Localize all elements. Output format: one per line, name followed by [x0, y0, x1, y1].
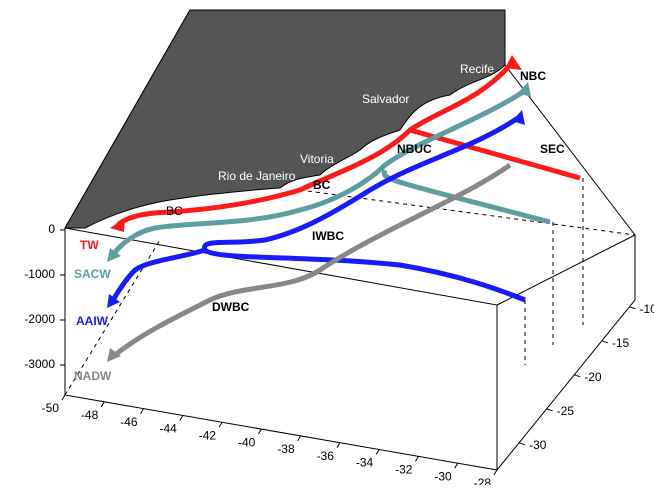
nadw-current — [113, 162, 512, 357]
current-label: BC — [166, 204, 183, 218]
current-label: DWBC — [212, 300, 250, 314]
side-face — [496, 234, 636, 471]
depth-tick-label: 0 — [48, 222, 55, 236]
depth-tick-label: -2000 — [24, 312, 55, 326]
current-label: SEC — [540, 142, 565, 156]
longitude-tick-label: -48 — [81, 408, 99, 422]
longitude-tick-label: -34 — [356, 456, 374, 470]
front-face — [64, 227, 498, 471]
tick-mark — [454, 462, 459, 469]
tick-mark — [297, 435, 302, 442]
longitude-tick-label: -46 — [120, 415, 138, 429]
tick-mark — [574, 374, 581, 378]
latitude-tick-label: -10 — [639, 302, 654, 316]
water-mass-label: TW — [80, 238, 99, 252]
longitude-tick-label: -30 — [434, 469, 452, 483]
tick-mark — [336, 442, 341, 448]
sacw-branch — [381, 168, 551, 225]
tw-current — [116, 63, 512, 227]
latitude-tick-label: -30 — [529, 438, 547, 452]
longitude-tick-label: -36 — [317, 449, 335, 463]
arrowhead — [512, 110, 525, 125]
longitude-tick-label: -28 — [474, 476, 492, 485]
water-mass-label: AAIW — [76, 314, 109, 328]
tick-mark — [415, 456, 419, 462]
place-label: Recife — [460, 62, 494, 76]
tick-mark — [257, 428, 262, 435]
place-label: Vitoria — [300, 152, 334, 166]
place-label: Salvador — [362, 92, 409, 106]
longitude-tick-label: -40 — [238, 435, 256, 449]
latitude-tick-label: -25 — [557, 404, 575, 418]
land — [64, 9, 506, 229]
dashed-lines — [64, 178, 636, 396]
depth-tick-label: -3000 — [24, 357, 55, 371]
longitude-tick-label: -32 — [395, 463, 413, 477]
arrowhead — [505, 55, 522, 70]
sacw-current — [110, 89, 525, 257]
tick-mark — [140, 408, 144, 414]
currents — [110, 63, 581, 357]
tick-mark — [179, 415, 184, 421]
tick-mark — [629, 306, 636, 310]
arrowhead — [110, 218, 125, 232]
tick-mark — [100, 401, 105, 408]
arrowheads — [107, 55, 531, 362]
longitude-tick-label: -44 — [159, 422, 177, 436]
place-label: Rio de Janeiro — [218, 169, 296, 183]
tick-mark — [493, 469, 498, 476]
arrowhead — [107, 248, 121, 262]
tick-mark — [218, 422, 223, 428]
tick-mark — [375, 449, 380, 455]
water-mass-label: SACW — [74, 267, 111, 281]
depth-tick-label: -1000 — [24, 267, 55, 281]
tick-mark — [518, 442, 526, 446]
latitude-tick-label: -20 — [584, 370, 602, 384]
water-mass-label: NADW — [74, 369, 112, 383]
arrowhead — [107, 348, 121, 362]
current-label: NBUC — [397, 142, 432, 156]
current-label: BC — [313, 178, 331, 192]
aaiw-current — [110, 115, 526, 303]
current-label: NBC — [520, 69, 546, 83]
longitude-tick-label: -38 — [277, 442, 295, 456]
arrowhead — [107, 294, 120, 308]
current-label: IWBC — [312, 229, 344, 243]
tick-mark — [61, 394, 66, 401]
latitude-tick-label: -15 — [612, 336, 630, 350]
longitude-tick-label: -42 — [199, 428, 217, 442]
tick-mark — [546, 408, 553, 412]
tick-mark — [601, 340, 609, 344]
longitude-tick-label: -50 — [42, 401, 60, 415]
arrowhead — [518, 82, 531, 97]
